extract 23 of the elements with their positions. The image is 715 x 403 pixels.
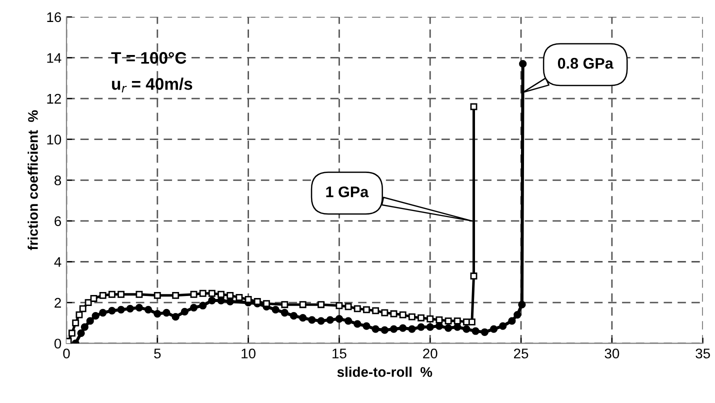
x-tick-label: 30: [604, 348, 620, 358]
x-tick-label: 0: [63, 348, 70, 358]
y-tick-label: 0: [54, 338, 62, 349]
y-tick-label: 4: [54, 257, 62, 267]
x-tick-label: 10: [242, 348, 256, 358]
annotation: T = 100°C: [111, 52, 186, 64]
annotation: u$_{r}$ = 40m/s: [112, 78, 192, 92]
y-axis-title: friction coefficient %: [28, 110, 38, 250]
y-tick-label: 8: [54, 175, 62, 186]
x-tick-label: 5: [154, 348, 161, 358]
y-tick-label: 12: [47, 94, 61, 104]
y-tick-label: 2: [54, 298, 61, 308]
x-axis-title: slide-to-roll %: [337, 366, 432, 377]
y-tick-label: 10: [47, 134, 62, 145]
annotation: 1 GPa: [326, 186, 369, 198]
y-tick-label: 14: [47, 53, 62, 63]
y-tick-label: 6: [54, 216, 62, 226]
x-tick-label: 35: [696, 348, 710, 358]
x-tick-label: 20: [423, 348, 438, 358]
y-tick-label: 16: [47, 12, 62, 22]
x-tick-label: 15: [332, 348, 346, 358]
annotation: 0.8 GPa: [558, 58, 614, 69]
x-tick-label: 25: [514, 348, 528, 358]
